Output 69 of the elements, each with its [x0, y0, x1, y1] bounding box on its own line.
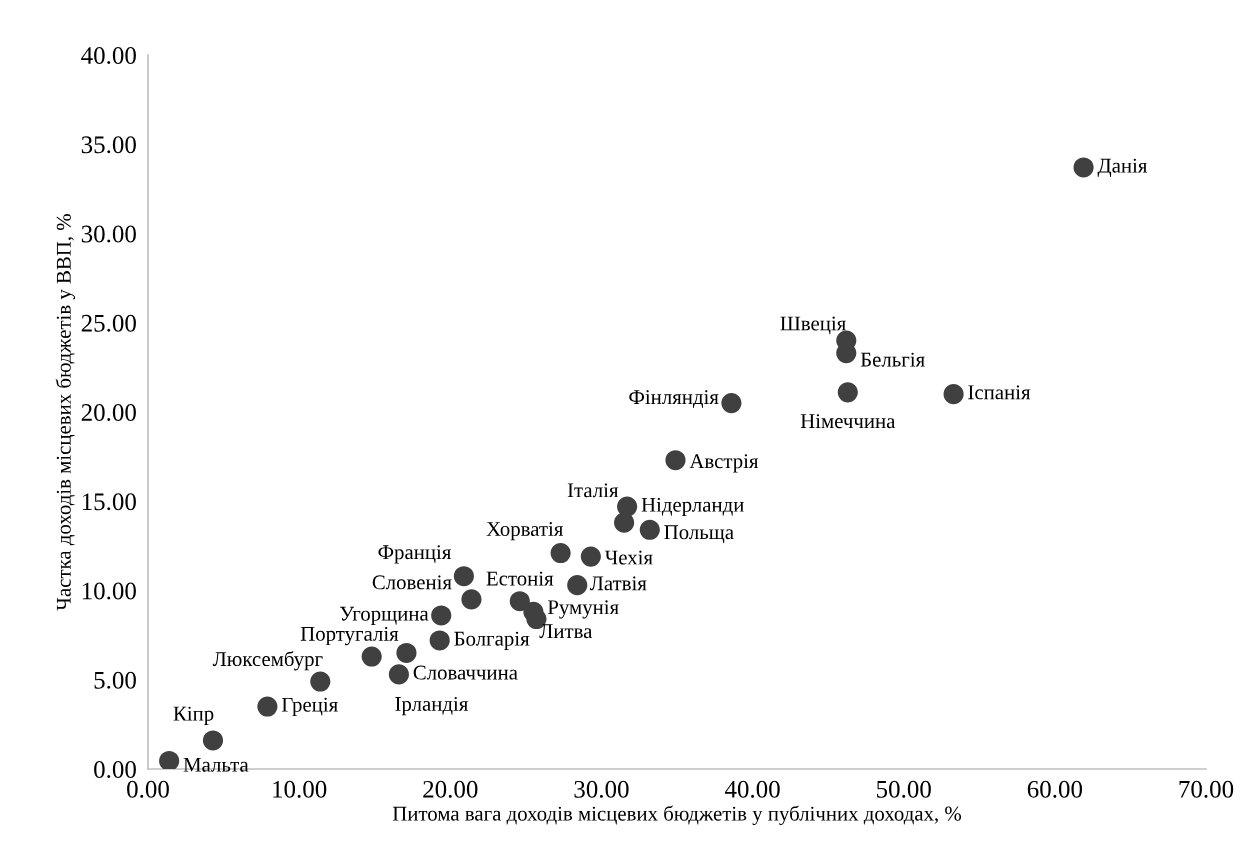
point: [257, 696, 278, 717]
x-tick-label: 10.00: [273, 780, 327, 798]
annotation: Румунія: [547, 600, 619, 619]
x-tick-label: 70.00: [1179, 780, 1234, 798]
y-axis-title: Частка доходів місцевих бюджетів у ВВП, %: [55, 214, 76, 611]
y-tick-label: 25.00: [81, 314, 136, 332]
x-tick-label: 20.00: [423, 780, 478, 798]
annotation: Естонія: [486, 571, 554, 586]
x-tick-label: 50.00: [877, 780, 931, 798]
annotation: Мальта: [183, 757, 249, 772]
point: [550, 542, 571, 564]
point: [617, 496, 638, 517]
annotation: Словаччина: [413, 665, 518, 680]
annotation: Іспанія: [968, 385, 1031, 400]
annotation: Німеччина: [800, 414, 896, 429]
point: [453, 566, 474, 587]
annotation: Люксембург: [212, 651, 323, 671]
point: [431, 605, 452, 626]
annotation: Ірландія: [395, 696, 468, 716]
point: [943, 384, 964, 405]
x-axis-title: Питома вага доходів місцевих бюджетів у публічних доходах, %: [392, 805, 962, 825]
point: [836, 343, 857, 364]
point: [310, 671, 331, 692]
annotation: Данія: [1097, 158, 1148, 177]
y-tick-label: 0.00: [94, 761, 136, 779]
annotation: Болгарія: [454, 631, 530, 650]
annotation: Фінляндія: [629, 390, 719, 408]
x-tick-label: 60.00: [1027, 780, 1083, 798]
annotation: Португалія: [300, 626, 399, 646]
y-tick-label: 15.00: [82, 493, 136, 511]
y-tick-label: 35.00: [81, 136, 136, 154]
y-tick-label: 30.00: [81, 225, 136, 243]
point: [580, 546, 601, 567]
point: [159, 750, 180, 769]
annotation: Кіпр: [173, 706, 214, 725]
annotation: Словенія: [372, 575, 452, 590]
point: [461, 589, 482, 610]
annotation: Бельгія: [860, 352, 925, 367]
y-tick-label: 5.00: [94, 671, 136, 689]
point: [429, 630, 450, 651]
annotation: Хорватія: [486, 522, 564, 541]
annotation: Латвія: [589, 576, 647, 591]
x-tick-label: 0.00: [127, 780, 169, 798]
annotation: Литва: [539, 624, 593, 639]
annotation: Нідерланди: [641, 497, 744, 517]
x-tick-label: 30.00: [574, 780, 629, 798]
y-tick-label: 40.00: [81, 47, 136, 65]
y-tick-label: 20.00: [81, 404, 136, 422]
point: [1073, 157, 1094, 178]
annotation: Італія: [567, 483, 619, 498]
point: [665, 450, 686, 471]
annotation: Франція: [378, 545, 452, 564]
point: [509, 591, 530, 612]
point: [721, 393, 742, 414]
point: [202, 730, 224, 751]
annotation: Австрія: [689, 454, 759, 473]
point: [388, 664, 409, 685]
point: [837, 382, 858, 403]
annotation: Греція: [281, 697, 338, 716]
x-tick-label: 40.00: [724, 780, 780, 798]
y-tick-label: 10.00: [82, 582, 136, 600]
point: [361, 646, 382, 667]
point: [614, 512, 635, 533]
annotation: Швеція: [780, 316, 846, 335]
point: [567, 575, 588, 596]
annotation: Угорщина: [340, 606, 429, 625]
annotation: Чехія: [604, 550, 653, 565]
point: [639, 519, 660, 540]
annotation: Польща: [664, 525, 734, 544]
